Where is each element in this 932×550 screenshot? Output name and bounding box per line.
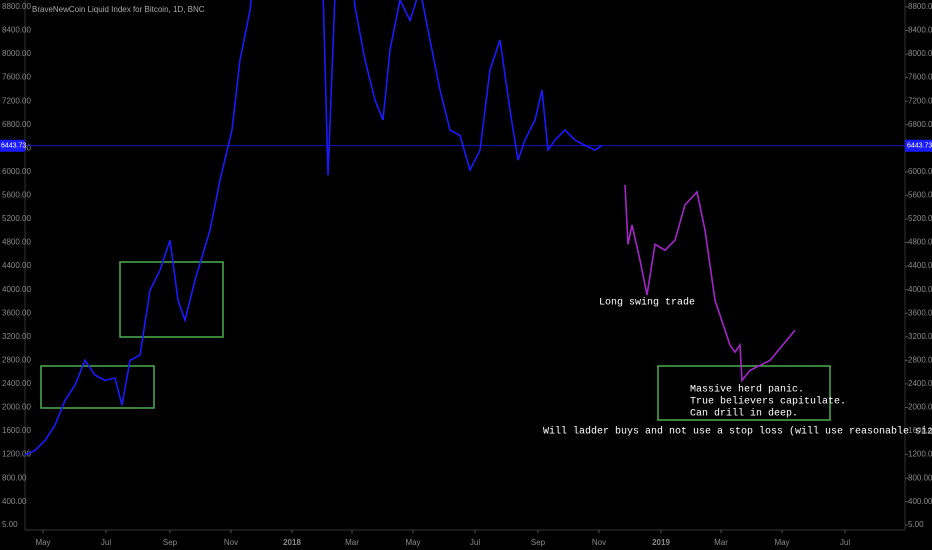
- y-tick-label-right: 4800.00: [908, 238, 932, 247]
- y-tick-label: 5600.00: [2, 191, 31, 200]
- y-tick-label-right: 8800.00: [908, 2, 932, 11]
- last-price-label-right: 6443.73: [907, 143, 932, 150]
- y-tick-label: 5.00: [2, 520, 18, 529]
- last-price-tag: [0, 139, 25, 152]
- y-tick-label-right: 2800.00: [908, 355, 932, 364]
- y-tick-label: 8000.00: [2, 49, 31, 58]
- y-tick-label-right: 3200.00: [908, 332, 932, 341]
- y-tick-label: 800.00: [2, 473, 27, 482]
- y-tick-label-right: 800.00: [908, 473, 932, 482]
- y-tick-label: 6800.00: [2, 120, 31, 129]
- annotation: Long swing trade: [599, 297, 695, 309]
- x-tick-label: Jul: [840, 538, 850, 547]
- y-tick-label-right: 4000.00: [908, 285, 932, 294]
- x-tick-label: Jul: [101, 538, 111, 547]
- y-tick-label: 8400.00: [2, 26, 31, 35]
- y-tick-label: 4400.00: [2, 261, 31, 270]
- y-tick-label: 4000.00: [2, 285, 31, 294]
- price-line: [25, 0, 603, 456]
- y-tick-label-right: 8000.00: [908, 49, 932, 58]
- x-tick-label: Mar: [345, 538, 359, 547]
- y-tick-label: 4800.00: [2, 238, 31, 247]
- y-tick-label-right: 2000.00: [908, 403, 932, 412]
- y-tick-label-right: 5.00: [908, 520, 924, 529]
- y-tick-label-right: 5200.00: [908, 214, 932, 223]
- x-tick-label: 2018: [283, 538, 301, 547]
- x-tick-label: May: [774, 538, 789, 547]
- x-tick-label: 2019: [652, 538, 670, 547]
- annotation: Will ladder buys and not use a stop loss…: [543, 426, 932, 438]
- y-tick-label-right: 1600.00: [908, 426, 932, 435]
- x-tick-label: Nov: [592, 538, 606, 547]
- x-tick-label: May: [35, 538, 50, 547]
- y-tick-label: 2800.00: [2, 355, 31, 364]
- y-tick-label-right: 2400.00: [908, 379, 932, 388]
- y-tick-label: 3200.00: [2, 332, 31, 341]
- box: [40, 365, 155, 409]
- x-tick-label: Sep: [163, 538, 178, 547]
- y-tick-label-right: 4400.00: [908, 261, 932, 270]
- y-tick-label: 1600.00: [2, 426, 31, 435]
- y-tick-label: 7600.00: [2, 73, 31, 82]
- x-tick-label: Sep: [531, 538, 546, 547]
- y-tick-label-right: 1200.00: [908, 450, 932, 459]
- annotation: Can drill in deep.: [690, 408, 798, 420]
- y-tick-label-right: 7200.00: [908, 96, 932, 105]
- plot-area: [25, 0, 796, 456]
- y-tick-label: 1200.00: [2, 450, 31, 459]
- chart-title: BraveNewCoin Liquid Index for Bitcoin, 1…: [32, 5, 205, 14]
- x-tick-label: Mar: [714, 538, 728, 547]
- y-tick-label-right: 6000.00: [908, 167, 932, 176]
- last-price-tag-right: [905, 139, 932, 152]
- y-tick-label-right: 5600.00: [908, 191, 932, 200]
- x-tick-label: Jul: [470, 538, 480, 547]
- y-tick-label-right: 8400.00: [908, 26, 932, 35]
- box: [119, 261, 224, 338]
- annotation: Massive herd panic.: [690, 384, 804, 396]
- y-tick-label: 8800.00: [2, 2, 31, 11]
- last-price-label: 6443.73: [1, 143, 26, 150]
- box: [657, 365, 831, 421]
- y-tick-label: 6000.00: [2, 167, 31, 176]
- y-tick-label-right: 6800.00: [908, 120, 932, 129]
- y-tick-label-right: 400.00: [908, 497, 932, 506]
- y-tick-label: 2000.00: [2, 403, 31, 412]
- x-tick-label: May: [405, 538, 420, 547]
- y-tick-label-right: 7600.00: [908, 73, 932, 82]
- y-tick-label: 2400.00: [2, 379, 31, 388]
- y-tick-label: 7200.00: [2, 96, 31, 105]
- y-tick-label: 400.00: [2, 497, 27, 506]
- y-tick-label: 5200.00: [2, 214, 31, 223]
- price-line: [624, 184, 796, 383]
- annotation: True believers capitulate.: [690, 396, 846, 408]
- y-tick-label-right: 3600.00: [908, 308, 932, 317]
- x-tick-label: Nov: [224, 538, 238, 547]
- y-tick-label: 3600.00: [2, 308, 31, 317]
